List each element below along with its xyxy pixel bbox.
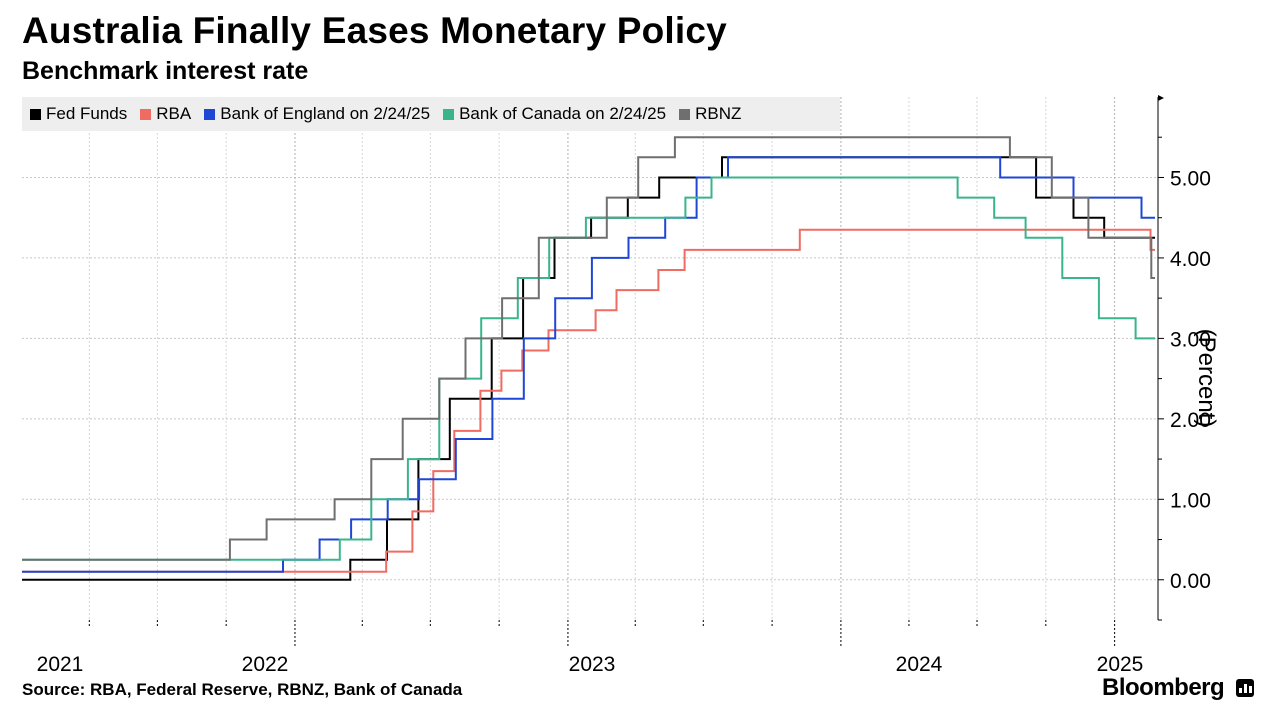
y-axis: 0.00 1.00 2.00 3.00 4.00 5.00 xyxy=(1157,95,1211,621)
y-tick-label: 5.00 xyxy=(1170,167,1211,190)
brand-logo: Bloomberg xyxy=(1102,674,1225,701)
x-tick-label: 2025 xyxy=(1097,653,1144,676)
legend-label: RBNZ xyxy=(695,104,742,123)
legend: Fed Funds RBA Bank of England on 2/24/25 Ba… xyxy=(22,97,840,131)
legend-label: RBA xyxy=(156,104,192,123)
chart-subtitle: Benchmark interest rate xyxy=(22,57,309,85)
x-tick-label: 2022 xyxy=(242,653,289,676)
legend-item: Fed Funds xyxy=(30,104,127,124)
series-line xyxy=(22,156,1155,581)
x-axis: 2021 2022 2023 2024 2025 xyxy=(37,620,1144,676)
grid-lines xyxy=(22,97,1158,620)
series-line xyxy=(22,156,1155,573)
series-line xyxy=(22,228,1155,573)
series-lines xyxy=(22,136,1155,581)
y-tick-label: 4.00 xyxy=(1170,248,1211,271)
x-tick-label: 2021 xyxy=(37,653,84,676)
y-tick-label: 0.00 xyxy=(1170,570,1211,593)
legend-label: Fed Funds xyxy=(46,104,128,123)
y-tick-label: 1.00 xyxy=(1170,489,1211,512)
y-tick-label: 3.00 xyxy=(1170,328,1211,351)
legend-swatch xyxy=(679,108,691,120)
legend-swatch xyxy=(30,108,41,120)
legend-label: Bank of Canada on 2/24/25 xyxy=(459,104,667,123)
source-note: Source: RBA, Federal Reserve, RBNZ, Bank… xyxy=(22,680,463,699)
chart-title: Australia Finally Eases Monetary Policy xyxy=(22,10,727,51)
series-line xyxy=(22,136,1155,561)
x-tick-label: 2023 xyxy=(569,653,616,676)
legend-swatch xyxy=(140,108,152,120)
y-axis-label: (Percent) xyxy=(1193,328,1220,428)
legend-label: Bank of England on 2/24/25 xyxy=(220,104,431,123)
bloomberg-chart-icon xyxy=(1236,679,1254,697)
legend-swatch xyxy=(204,108,216,120)
series-line xyxy=(22,176,1155,561)
legend-item: Bank of Canada on 2/24/25 xyxy=(443,104,666,124)
legend-item: Bank of England on 2/24/25 xyxy=(204,104,430,124)
y-tick-label: 2.00 xyxy=(1170,409,1211,432)
legend-item: RBNZ xyxy=(679,104,741,124)
legend-swatch xyxy=(443,108,455,120)
legend-item: RBA xyxy=(140,104,191,124)
x-tick-label: 2024 xyxy=(896,653,943,676)
y-axis-arrow xyxy=(1158,95,1164,101)
